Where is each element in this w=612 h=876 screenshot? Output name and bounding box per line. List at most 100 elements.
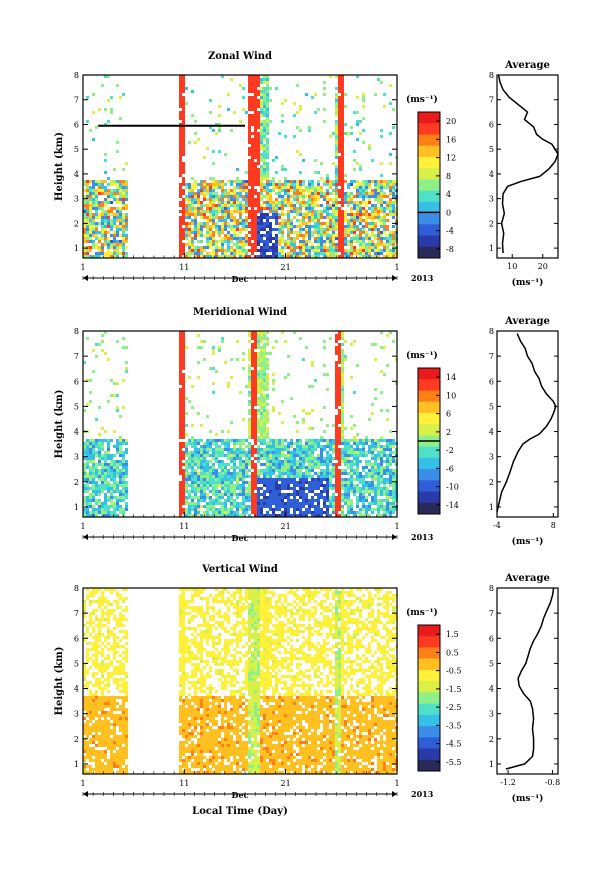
heatmap-cell (338, 448, 341, 451)
heatmap-cell (263, 439, 266, 442)
heatmap-cell (260, 219, 263, 222)
heatmap-cell (179, 93, 182, 96)
heatmap-cell (368, 192, 371, 195)
heatmap-cell (290, 481, 293, 484)
heatmap-cell (191, 406, 194, 409)
heatmap-cell (353, 222, 356, 225)
heatmap-cell (239, 216, 242, 219)
heatmap-cell (254, 421, 257, 424)
heatmap-cell (257, 168, 260, 171)
heatmap-cell (281, 246, 284, 249)
heatmap-cell (194, 451, 197, 454)
heatmap-cell (278, 255, 281, 258)
heatmap-cell (284, 439, 287, 442)
heatmap-cell (233, 460, 236, 463)
heatmap-cell (347, 195, 350, 198)
heatmap-cell (275, 469, 278, 472)
heatmap-cell (194, 511, 197, 514)
heatmap-cell (182, 183, 185, 186)
heatmap-cell (278, 466, 281, 469)
heatmap-cell (386, 334, 389, 337)
heatmap-cell (263, 129, 266, 132)
heatmap-cell (383, 493, 386, 496)
heatmap-cell (338, 460, 341, 463)
heatmap-cell (290, 451, 293, 454)
heatmap-cell (113, 463, 116, 466)
heatmap-cell (311, 502, 314, 505)
heatmap-cell (221, 505, 224, 508)
heatmap-cell (227, 382, 230, 385)
heatmap-cell (353, 478, 356, 481)
heatmap-cell (83, 502, 86, 505)
heatmap-cell (89, 180, 92, 183)
heatmap-cell (212, 201, 215, 204)
heatmap-cell (95, 511, 98, 514)
heatmap-cell (101, 475, 104, 478)
heatmap-cell (368, 186, 371, 189)
heatmap-cell (383, 451, 386, 454)
heatmap-cell (260, 346, 263, 349)
heatmap-cell (299, 183, 302, 186)
heatmap-cell (185, 463, 188, 466)
heatmap-cell (248, 84, 251, 87)
heatmap-cell (251, 177, 254, 180)
heatmap-cell (341, 222, 344, 225)
heatmap-cell (92, 463, 95, 466)
heatmap-cell (341, 249, 344, 252)
heatmap-cell (182, 364, 185, 367)
heatmap-cell (383, 255, 386, 258)
heatmap-cell (287, 496, 290, 499)
heatmap-cell (239, 204, 242, 207)
heatmap-cell (125, 472, 128, 475)
heatmap-cell (377, 210, 380, 213)
heatmap-cell (251, 493, 254, 496)
heatmap-cell (197, 478, 200, 481)
heatmap-cell (263, 114, 266, 117)
heatmap-cell (341, 334, 344, 337)
heatmap-cell (233, 505, 236, 508)
heatmap-cell (197, 412, 200, 415)
heatmap-cell (230, 225, 233, 228)
heatmap-cell (125, 442, 128, 445)
heatmap-cell (182, 138, 185, 141)
heatmap-cell (263, 132, 266, 135)
heatmap-cell (239, 502, 242, 505)
heatmap-cell (362, 249, 365, 252)
heatmap-cell (344, 460, 347, 463)
heatmap-cell (254, 427, 257, 430)
heatmap-cell (179, 343, 182, 346)
heatmap-cell (119, 198, 122, 201)
heatmap-cell (308, 216, 311, 219)
heatmap-cell (311, 442, 314, 445)
heatmap-cell (383, 478, 386, 481)
heatmap-cell (365, 183, 368, 186)
month-label: Dec (232, 274, 249, 284)
heatmap-cell (326, 192, 329, 195)
heatmap-cell (287, 219, 290, 222)
heatmap-cell (347, 234, 350, 237)
heatmap-cell (335, 379, 338, 382)
heatmap-cell (98, 472, 101, 475)
heatmap-cell (119, 493, 122, 496)
heatmap-cell (290, 189, 293, 192)
heatmap-cell (293, 249, 296, 252)
heatmap-cell (263, 156, 266, 159)
heatmap-cell (179, 409, 182, 412)
heatmap-cell (236, 234, 239, 237)
heatmap-cell (203, 180, 206, 183)
heatmap-cell (353, 234, 356, 237)
heatmap-cell (182, 382, 185, 385)
heatmap-cell (203, 463, 206, 466)
heatmap-cell (341, 352, 344, 355)
heatmap-cell (248, 99, 251, 102)
heatmap-cell (116, 255, 119, 258)
heatmap-cell (260, 463, 263, 466)
heatmap-cell (233, 180, 236, 183)
heatmap-cell (104, 189, 107, 192)
heatmap-cell (251, 502, 254, 505)
heatmap-cell (116, 463, 119, 466)
heatmap-cell (86, 481, 89, 484)
heatmap-cell (119, 496, 122, 499)
heatmap-cell (215, 508, 218, 511)
heatmap-cell (206, 505, 209, 508)
